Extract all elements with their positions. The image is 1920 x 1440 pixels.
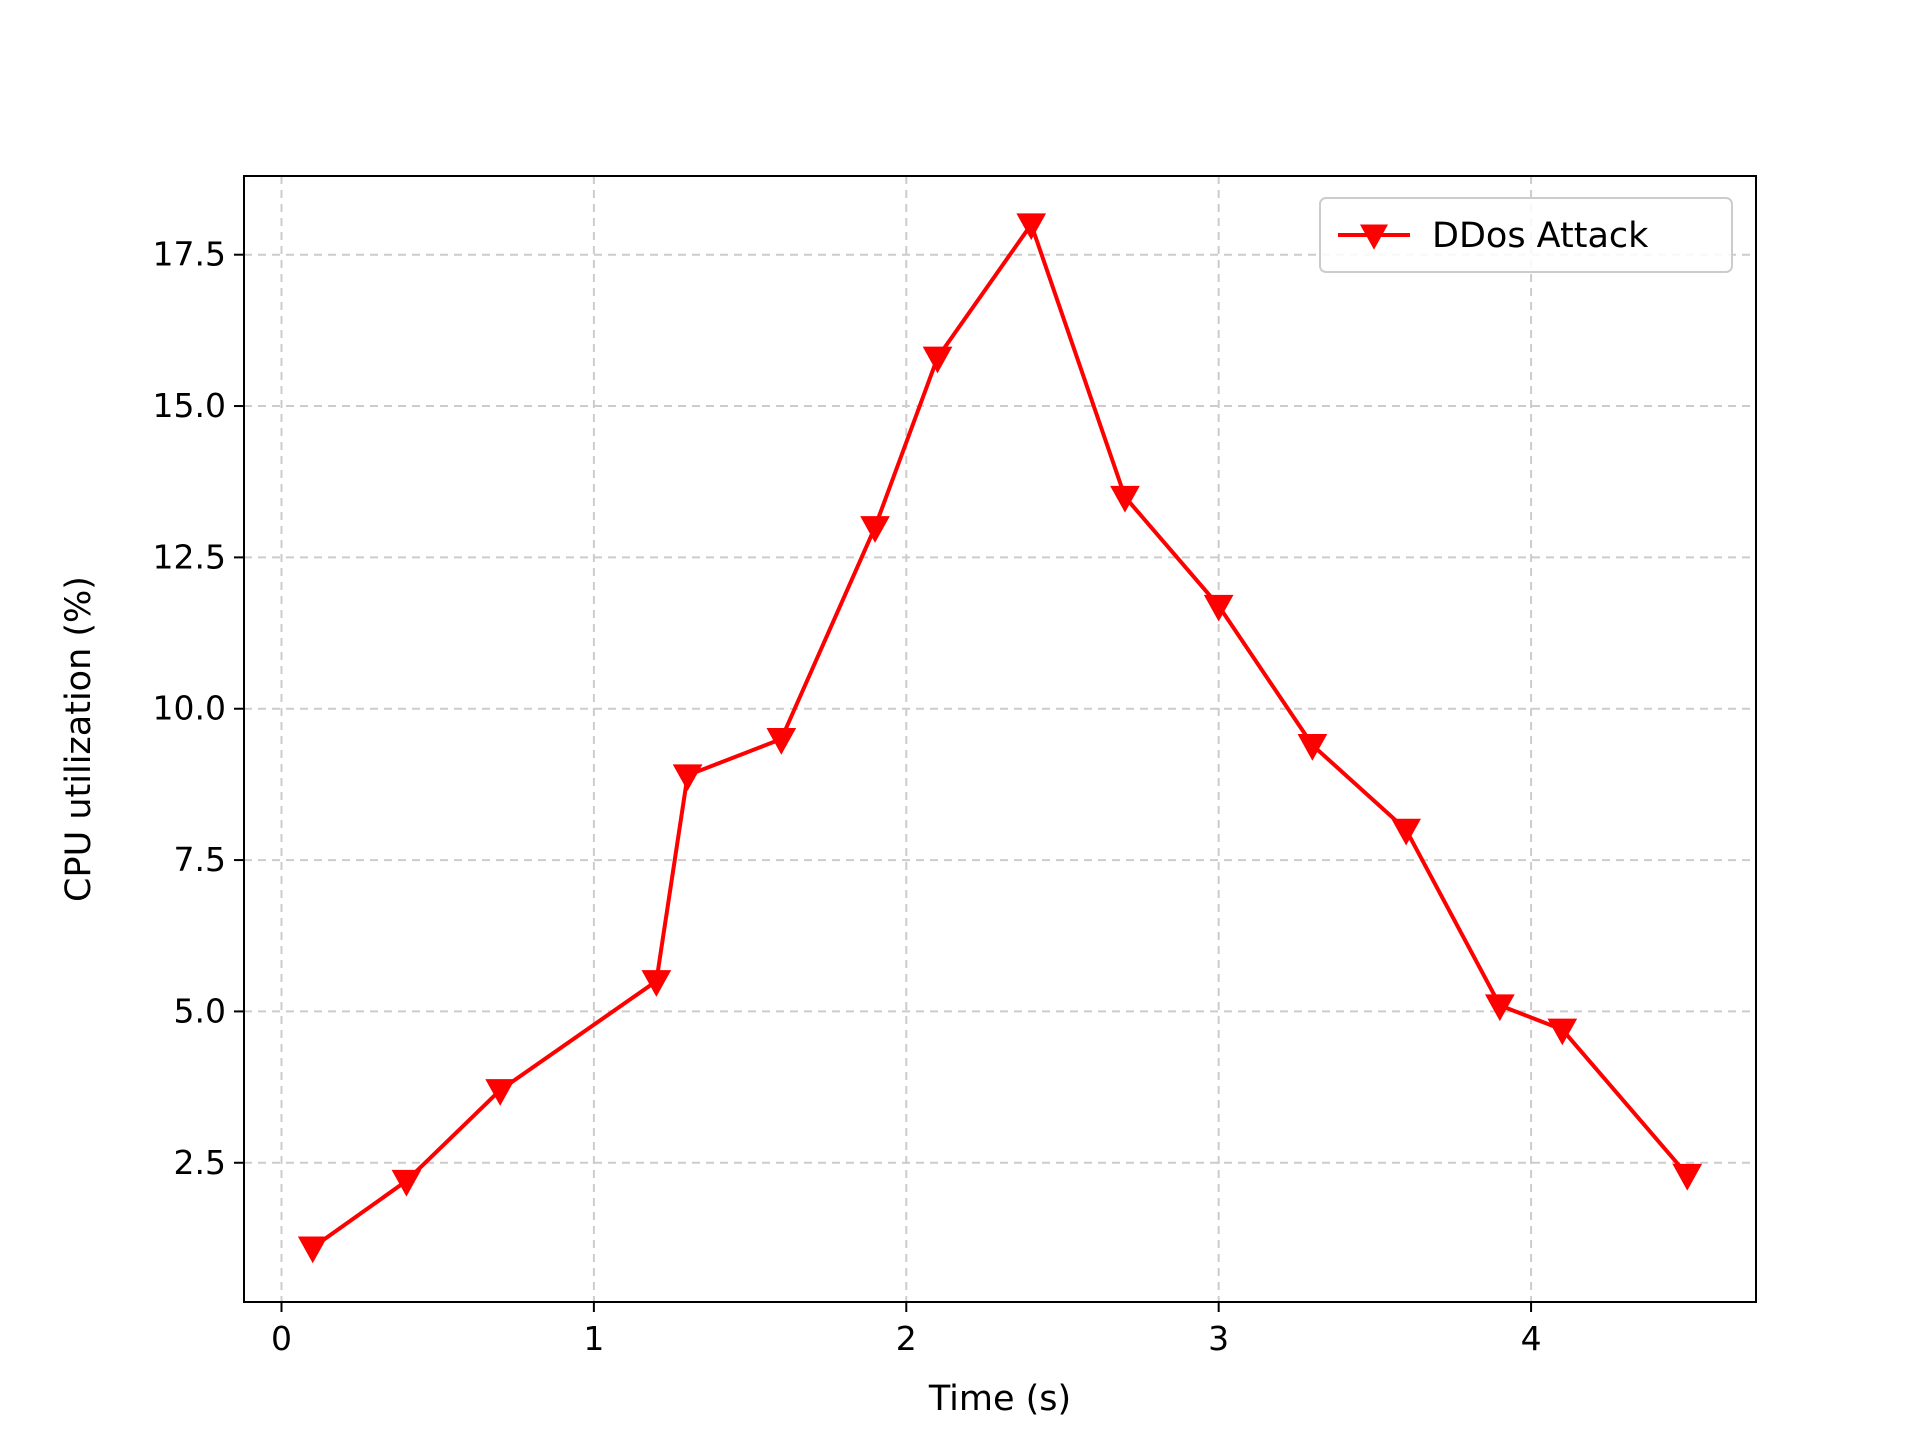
data-point	[1203, 594, 1234, 622]
y-tick-label: 17.5	[153, 235, 226, 274]
legend-marker	[1360, 224, 1388, 250]
series-line	[311, 222, 1689, 1250]
data-point	[1672, 1163, 1703, 1191]
legend: DDos Attack	[1319, 197, 1733, 273]
data-point	[391, 1169, 422, 1197]
y-axis-label: CPU utilization (%)	[59, 576, 99, 902]
data-point	[297, 1236, 328, 1264]
data-point	[485, 1079, 516, 1106]
y-tick-label: 7.5	[174, 840, 226, 879]
y-tick-label: 5.0	[174, 991, 226, 1030]
x-tick-label: 0	[271, 1319, 292, 1358]
data-point	[1391, 818, 1421, 846]
data-point	[766, 728, 797, 755]
x-tick-label: 4	[1521, 1319, 1542, 1358]
plot-area-frame	[243, 175, 1757, 1303]
y-tick-label: 15.0	[153, 386, 226, 425]
data-point	[1016, 213, 1047, 241]
legend-label: DDos Attack	[1432, 216, 1649, 256]
data-point	[641, 970, 672, 997]
y-axis: 2.5 5.0 7.5 10.0 12.5 15.0 17.5	[153, 235, 244, 1182]
x-axis-label: Time (s)	[928, 1379, 1071, 1419]
x-tick-label: 3	[1208, 1319, 1229, 1358]
y-tick-label: 12.5	[153, 537, 226, 576]
data-point	[1547, 1018, 1578, 1046]
x-axis: 0 1 2 3 4	[271, 1302, 1542, 1358]
data-point	[1484, 994, 1515, 1022]
data-point	[1297, 734, 1328, 761]
data-point	[922, 346, 953, 374]
x-tick-label: 2	[896, 1319, 917, 1358]
grid	[244, 176, 1756, 1302]
series-layer	[297, 213, 1703, 1264]
data-point	[860, 516, 890, 543]
data-point	[1110, 485, 1140, 513]
y-tick-label: 10.0	[153, 689, 226, 728]
x-tick-label: 1	[583, 1319, 604, 1358]
data-point	[672, 764, 703, 792]
y-tick-label: 2.5	[174, 1143, 226, 1182]
legend-box	[1319, 197, 1733, 273]
